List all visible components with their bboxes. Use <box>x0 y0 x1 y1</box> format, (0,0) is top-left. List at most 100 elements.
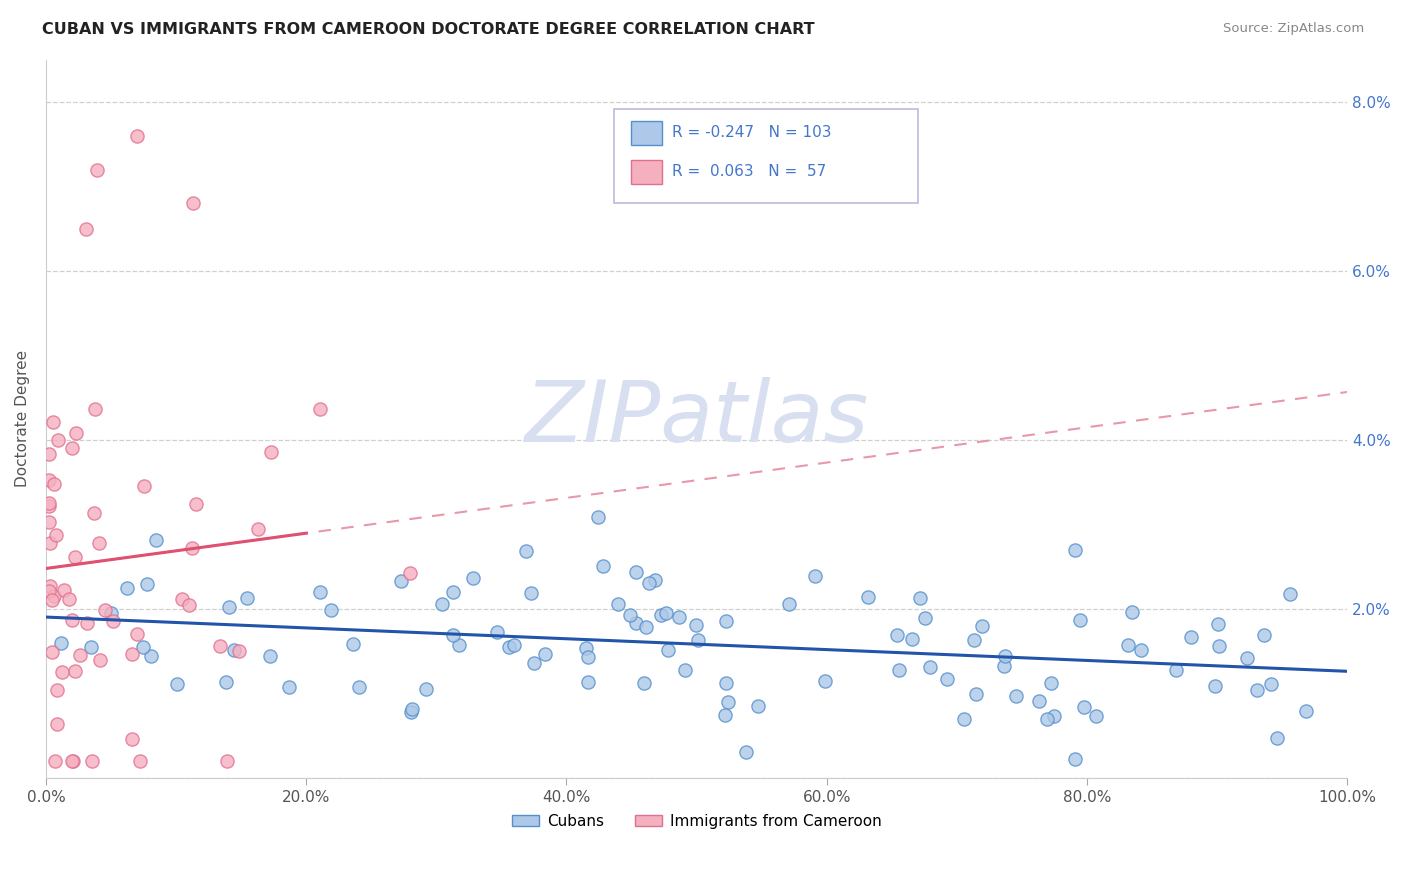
Point <box>747 698 769 713</box>
Text: Source: ZipAtlas.com: Source: ZipAtlas.com <box>1223 22 1364 36</box>
Point <box>46 434 69 448</box>
Point <box>215 675 238 690</box>
Point <box>636 620 658 634</box>
Point <box>166 676 188 690</box>
Point <box>1073 700 1095 714</box>
Point <box>576 674 599 689</box>
Point <box>63 664 86 678</box>
Point <box>115 581 138 595</box>
Point <box>100 606 122 620</box>
Point <box>80 640 103 655</box>
Point <box>430 598 453 612</box>
Point <box>607 597 630 611</box>
Point <box>127 128 149 143</box>
Point <box>633 676 655 690</box>
Point <box>520 585 543 599</box>
Point <box>1036 712 1059 726</box>
Point <box>347 680 370 694</box>
Point <box>399 705 422 719</box>
Point <box>44 477 66 491</box>
Point <box>1040 676 1063 690</box>
Point <box>42 415 65 429</box>
Point <box>38 499 60 513</box>
Point <box>449 638 471 652</box>
Point <box>181 541 204 555</box>
Point <box>51 665 73 679</box>
Point <box>441 628 464 642</box>
Point <box>139 648 162 663</box>
Point <box>1295 704 1317 718</box>
Point <box>461 570 484 584</box>
Point <box>60 441 83 455</box>
Point <box>215 754 238 768</box>
Point <box>498 640 520 655</box>
Point <box>592 559 614 574</box>
Point <box>83 506 105 520</box>
Point <box>1116 638 1139 652</box>
Point <box>970 618 993 632</box>
Point <box>1208 639 1230 653</box>
Point <box>228 644 250 658</box>
Point <box>994 648 1017 663</box>
Point <box>121 647 143 661</box>
Point <box>1278 587 1301 601</box>
Point <box>260 445 283 459</box>
Point <box>714 708 737 723</box>
Point <box>222 643 245 657</box>
Point <box>63 549 86 564</box>
Point <box>619 608 641 623</box>
Point <box>856 590 879 604</box>
Point <box>734 745 756 759</box>
Point <box>38 447 60 461</box>
Point <box>935 672 957 686</box>
Point <box>41 645 63 659</box>
Point <box>576 650 599 665</box>
Point <box>41 593 63 607</box>
Point <box>523 656 546 670</box>
Point <box>82 754 104 768</box>
Point <box>717 695 740 709</box>
Point <box>1084 708 1107 723</box>
Point <box>177 599 200 613</box>
Point <box>686 632 709 647</box>
Point <box>626 565 648 579</box>
Point <box>657 642 679 657</box>
Point <box>887 663 910 677</box>
Point <box>46 682 69 697</box>
Point <box>654 606 676 620</box>
Point <box>235 591 257 606</box>
Point <box>993 659 1015 673</box>
Point <box>53 582 76 597</box>
Point <box>208 640 231 654</box>
Point <box>908 591 931 605</box>
Point <box>38 473 60 487</box>
Point <box>127 626 149 640</box>
Point <box>778 597 800 611</box>
Point <box>38 583 60 598</box>
Point <box>342 637 364 651</box>
Point <box>415 681 437 696</box>
Point <box>145 533 167 547</box>
Point <box>38 495 60 509</box>
Point <box>963 633 986 648</box>
Point <box>401 702 423 716</box>
Point <box>901 632 924 647</box>
Point <box>586 510 609 524</box>
Point <box>886 628 908 642</box>
Point <box>46 717 69 731</box>
Point <box>49 636 72 650</box>
Point <box>1267 731 1289 745</box>
Point <box>1005 690 1028 704</box>
Point <box>952 712 974 726</box>
Point <box>1208 617 1230 632</box>
Point <box>441 585 464 599</box>
Point <box>278 680 301 694</box>
Point <box>136 577 159 591</box>
Point <box>644 573 666 587</box>
Point <box>1236 650 1258 665</box>
Point <box>132 479 155 493</box>
Point <box>914 611 936 625</box>
Point <box>716 615 738 629</box>
Point <box>685 618 707 632</box>
Point <box>399 566 422 580</box>
